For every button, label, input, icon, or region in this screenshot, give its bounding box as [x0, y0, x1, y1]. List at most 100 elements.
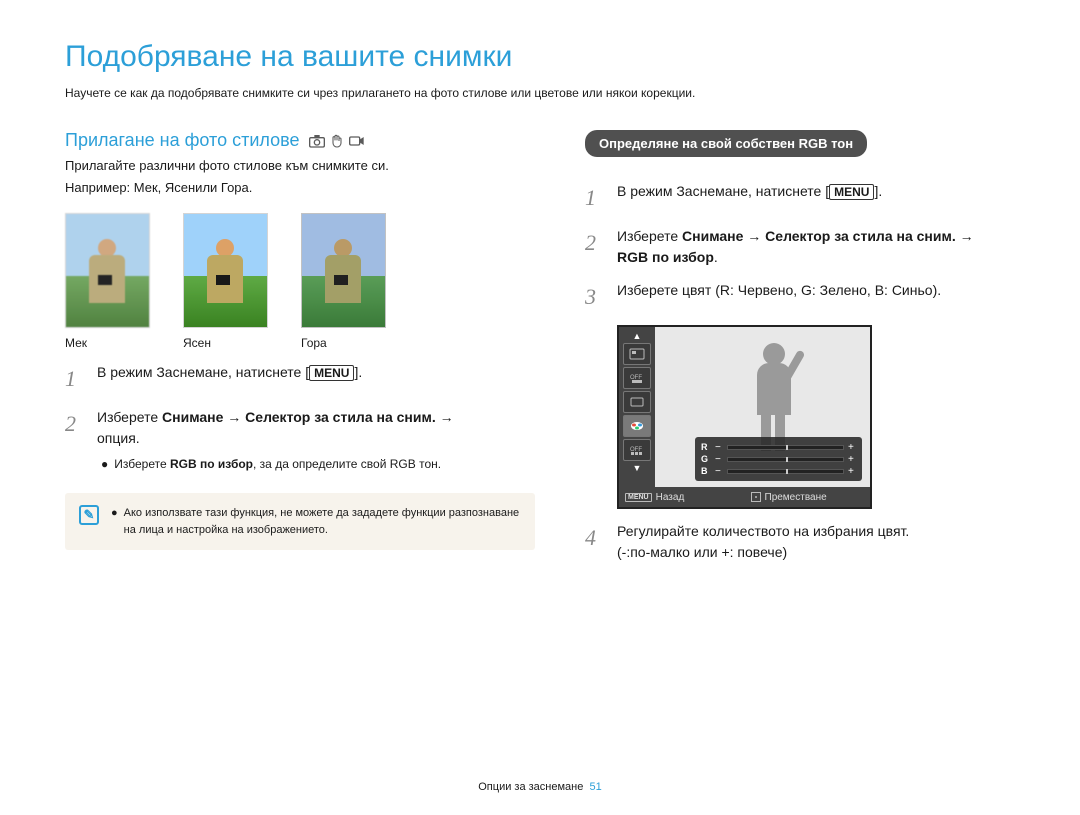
- up-arrow-icon: ▲: [633, 331, 642, 341]
- lcd-move: Преместване: [745, 492, 871, 503]
- step-text: В режим Заснемане, натиснете [: [617, 183, 829, 199]
- two-column-layout: Прилагане на фото стилове Прилагайте раз…: [65, 130, 1015, 575]
- rgb-slider-g: G − +: [701, 453, 856, 465]
- slider-track: [727, 469, 844, 474]
- left-step-1: 1 В режим Заснемане, натиснете [MENU].: [65, 362, 535, 395]
- thumb-forest-image: [301, 213, 386, 328]
- video-icon: [349, 134, 365, 148]
- lcd-footer: MENU Назад Преместване: [619, 487, 870, 507]
- step-bold: Снимане → Селектор за стила на сним. →: [162, 409, 454, 425]
- step-number: 4: [585, 521, 605, 563]
- lcd-sidebar-item-selected: [623, 415, 651, 437]
- thumb-forest: Гора: [301, 213, 391, 350]
- menu-key: MENU: [309, 365, 354, 381]
- step-sub-bullet: ● Изберете RGB по избор, за да определит…: [101, 455, 535, 473]
- step-body: Изберете цвят (R: Червено, G: Зелено, B:…: [617, 280, 1015, 313]
- rgb-slider-b: B − +: [701, 465, 856, 477]
- subsection-pill: Определяне на свой собствен RGB тон: [585, 130, 867, 157]
- step-text: Регулирайте количеството на избрания цвя…: [617, 523, 909, 539]
- lcd-back-label: Назад: [656, 492, 685, 503]
- note-content: Ако използвате тази функция, не можете д…: [124, 505, 521, 538]
- lcd-back: MENU Назад: [619, 492, 745, 503]
- rgb-label: R: [701, 442, 711, 452]
- step-text: ].: [354, 364, 362, 380]
- slider-track: [727, 457, 844, 462]
- footer-section: Опции за заснемане: [478, 781, 583, 793]
- lcd-preview-screen: ▲ OFF OFF ▼ R −: [617, 325, 872, 509]
- plus-icon: +: [848, 442, 856, 453]
- lcd-sidebar-item: OFF: [623, 439, 651, 461]
- minus-icon: −: [715, 442, 723, 453]
- right-steps: 1 В режим Заснемане, натиснете [MENU]. 2…: [585, 181, 1015, 313]
- step-number: 2: [65, 407, 85, 473]
- step-number: 1: [65, 362, 85, 395]
- note-box: ✎ ● Ако използвате тази функция, не може…: [65, 493, 535, 550]
- menu-button-icon: MENU: [625, 493, 652, 502]
- step-body: В режим Заснемане, натиснете [MENU].: [97, 362, 535, 395]
- step-text: .: [714, 249, 718, 265]
- thumb-vivid-image: [183, 213, 268, 328]
- step-text: В режим Заснемане, натиснете [: [97, 364, 309, 380]
- step-text: опция.: [97, 430, 140, 446]
- camera-icon: [309, 134, 325, 148]
- page-footer: Опции за заснемане 51: [0, 781, 1080, 793]
- rgb-label: G: [701, 454, 711, 464]
- minus-icon: −: [715, 466, 723, 477]
- right-steps-cont: 4 Регулирайте количеството на избрания ц…: [585, 521, 1015, 563]
- left-step-2: 2 Изберете Снимане → Селектор за стила н…: [65, 407, 535, 473]
- right-step-1: 1 В режим Заснемане, натиснете [MENU].: [585, 181, 1015, 214]
- thumb-vivid-label: Ясен: [183, 336, 273, 350]
- intro-line-2: Например: Мек, Ясенили Гора.: [65, 179, 535, 197]
- step-text: Изберете: [617, 228, 682, 244]
- plus-icon: +: [848, 466, 856, 477]
- lcd-sidebar-item: OFF: [623, 367, 651, 389]
- page-subtitle: Научете се как да подобрявате снимките с…: [65, 86, 1015, 100]
- left-steps: 1 В режим Заснемане, натиснете [MENU]. 2…: [65, 362, 535, 473]
- thumb-soft: Мек: [65, 213, 155, 350]
- lcd-move-label: Преместване: [765, 492, 827, 503]
- note-icon: ✎: [79, 505, 99, 525]
- step-body: Регулирайте количеството на избрания цвя…: [617, 521, 1015, 563]
- bullet-dot: ●: [101, 455, 108, 473]
- intro-line-1: Прилагайте различни фото стилове към сни…: [65, 157, 535, 175]
- nav-pad-icon: [751, 492, 761, 502]
- right-column: Определяне на свой собствен RGB тон 1 В …: [585, 130, 1015, 575]
- step-bold: Снимане → Селектор за стила на сним. →: [682, 228, 974, 244]
- slider-track: [727, 445, 844, 450]
- lcd-sidebar: ▲ OFF OFF ▼: [619, 327, 655, 487]
- step-body: В режим Заснемане, натиснете [MENU].: [617, 181, 1015, 214]
- thumb-vivid: Ясен: [183, 213, 273, 350]
- rgb-sliders-panel: R − + G − + B −: [695, 437, 862, 481]
- plus-icon: +: [848, 454, 856, 465]
- right-step-4: 4 Регулирайте количеството на избрания ц…: [585, 521, 1015, 563]
- right-step-3: 3 Изберете цвят (R: Червено, G: Зелено, …: [585, 280, 1015, 313]
- down-arrow-icon: ▼: [633, 463, 642, 473]
- note-text: ● Ако използвате тази функция, не можете…: [111, 505, 521, 538]
- step-text: Изберете: [97, 409, 162, 425]
- bullet-dot: ●: [111, 505, 118, 538]
- style-thumbnails: Мек Ясен Гора: [65, 213, 535, 350]
- step-text: ].: [874, 183, 882, 199]
- step-number: 1: [585, 181, 605, 214]
- step-bold: RGB по избор: [617, 249, 714, 265]
- thumb-soft-label: Мек: [65, 336, 155, 350]
- lcd-sidebar-item: [623, 343, 651, 365]
- lcd-sidebar-item: [623, 391, 651, 413]
- lcd-preview-area: R − + G − + B −: [655, 327, 870, 487]
- right-step-2: 2 Изберете Снимане → Селектор за стила н…: [585, 226, 1015, 268]
- bullet-text: Изберете: [114, 457, 170, 471]
- footer-page-number: 51: [589, 781, 601, 793]
- step-body: Изберете Снимане → Селектор за стила на …: [97, 407, 535, 473]
- menu-key: MENU: [829, 184, 874, 200]
- step-body: Изберете Снимане → Селектор за стила на …: [617, 226, 1015, 268]
- left-column: Прилагане на фото стилове Прилагайте раз…: [65, 130, 535, 575]
- hand-icon: [329, 134, 345, 148]
- thumb-forest-label: Гора: [301, 336, 391, 350]
- step-text: (-:по-малко или +: повече): [617, 544, 787, 560]
- section-heading-apply-styles: Прилагане на фото стилове: [65, 130, 535, 151]
- minus-icon: −: [715, 454, 723, 465]
- page-title: Подобряване на вашите снимки: [65, 40, 1015, 74]
- mode-icons: [309, 134, 365, 148]
- bullet-bold: RGB по избор: [170, 457, 253, 471]
- section-heading-text: Прилагане на фото стилове: [65, 130, 299, 151]
